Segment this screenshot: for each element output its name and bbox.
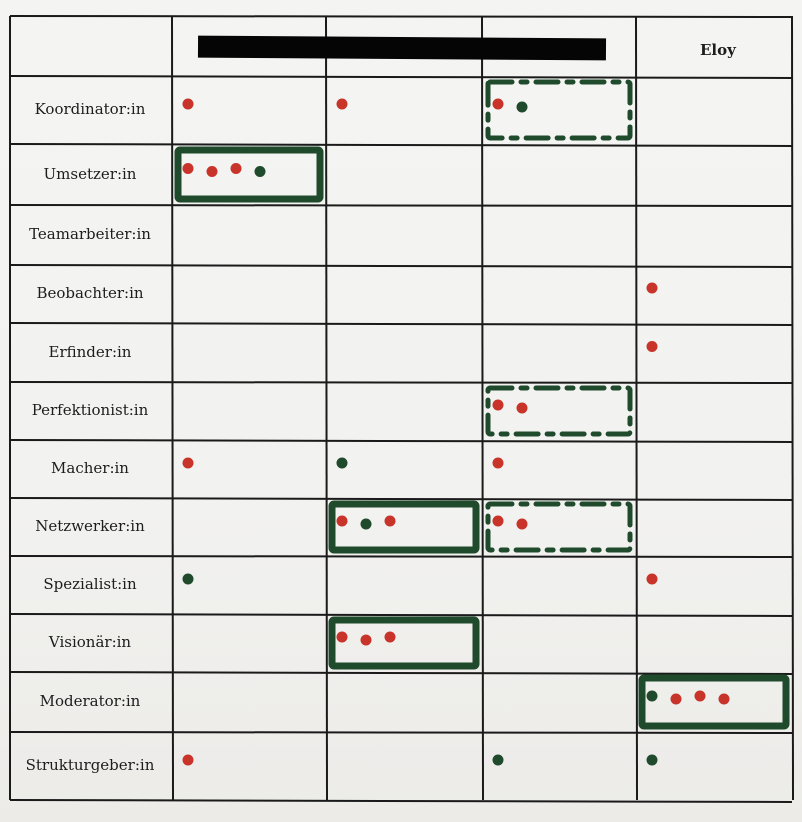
grid-horizontal-line <box>9 731 793 734</box>
highlight-box <box>328 500 480 554</box>
red-dot <box>206 166 218 177</box>
red-dot <box>492 457 504 469</box>
grid-horizontal-line <box>9 497 793 501</box>
grid-horizontal-line <box>9 799 793 803</box>
grid-horizontal-line <box>9 143 793 147</box>
highlight-box <box>485 501 633 553</box>
grid-vertical-line <box>481 15 484 801</box>
red-dot <box>492 515 504 527</box>
red-dot <box>694 690 706 702</box>
red-dot <box>646 341 658 352</box>
red-dot <box>492 399 504 411</box>
green-dot <box>360 518 372 530</box>
row-label: Macher:in <box>51 459 129 477</box>
grid-vertical-line <box>791 15 794 801</box>
green-dot <box>516 101 528 113</box>
green-dot <box>492 754 504 766</box>
row-label: Teamarbeiter:in <box>29 225 151 243</box>
green-dot <box>254 166 266 177</box>
red-dot <box>360 634 372 646</box>
red-dot <box>230 163 242 174</box>
grid-horizontal-line <box>9 204 793 207</box>
highlight-box <box>174 146 324 203</box>
red-dot <box>336 98 348 110</box>
row-label: Koordinator:in <box>34 100 146 118</box>
red-dot <box>646 573 658 585</box>
grid-horizontal-line <box>9 15 793 18</box>
row-label: Beobachter:in <box>36 284 144 302</box>
row-label: Visionär:in <box>48 633 132 651</box>
grid-horizontal-line <box>9 381 793 384</box>
grid-horizontal-line <box>9 322 793 326</box>
red-dot <box>182 98 194 110</box>
highlight-box <box>328 616 480 670</box>
row-label: Umsetzer:in <box>43 164 137 183</box>
red-dot <box>646 282 658 294</box>
grid-vertical-line <box>635 15 638 801</box>
red-dot <box>182 457 194 469</box>
grid-horizontal-line <box>9 555 793 558</box>
red-dot <box>182 754 194 766</box>
row-label: Strukturgeber:in <box>25 756 155 774</box>
red-dot <box>718 693 730 705</box>
red-dot <box>492 98 504 110</box>
row-label: Erfinder:in <box>48 342 132 361</box>
row-label: Moderator:in <box>39 692 141 710</box>
red-dot <box>516 518 528 530</box>
row-label: Netzwerker:in <box>35 517 145 535</box>
red-dot <box>384 631 396 643</box>
red-dot <box>384 515 396 527</box>
grid-horizontal-line <box>9 671 793 675</box>
grid-horizontal-line <box>9 439 793 443</box>
green-dot <box>646 754 658 766</box>
highlight-box <box>638 674 790 730</box>
row-label: Spezialist:in <box>43 575 137 593</box>
grid-horizontal-line <box>9 75 793 79</box>
red-dot <box>336 515 348 527</box>
header-name-eloy: Eloy <box>700 41 736 59</box>
highlight-box <box>485 385 633 437</box>
grid-vertical-line <box>171 15 174 801</box>
red-dot <box>670 693 682 705</box>
red-dot <box>516 402 528 414</box>
green-dot <box>336 457 348 469</box>
green-dot <box>182 573 194 585</box>
highlight-box <box>485 79 633 141</box>
red-dot <box>336 631 348 643</box>
green-dot <box>646 690 658 702</box>
red-dot <box>182 163 194 174</box>
grid-horizontal-line <box>9 613 793 617</box>
row-label: Perfektionist:in <box>31 401 149 419</box>
grid-vertical-line <box>325 15 328 801</box>
grid-horizontal-line <box>9 264 793 268</box>
